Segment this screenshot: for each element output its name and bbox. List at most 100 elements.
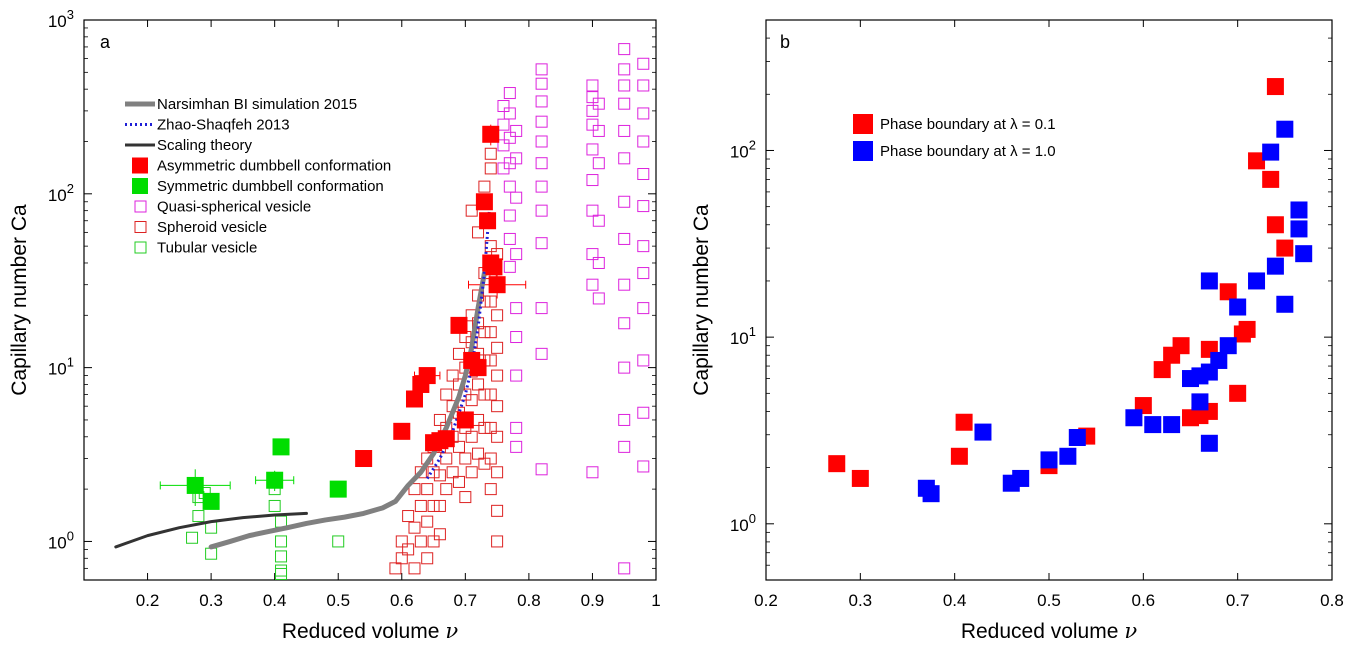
legend: Narsimhan BI simulation 2015 Zhao-Shaqfeh… xyxy=(125,96,391,257)
quasi-spherical-vesicle-point xyxy=(503,157,516,170)
y-tick-label: 101 xyxy=(730,324,756,348)
phase-boundary-at-0-1-point xyxy=(955,413,973,431)
spheroid-vesicle-point xyxy=(452,347,465,360)
asymmetric-dumbbell-conformation-point xyxy=(475,193,493,211)
phase-boundary-at-1-0-point xyxy=(1191,393,1209,411)
spheroid-vesicle-point xyxy=(433,499,446,512)
x-tick-label: 0.6 xyxy=(1132,591,1156,610)
quasi-spherical-vesicle-point xyxy=(535,180,548,193)
spheroid-vesicle-point xyxy=(414,499,427,512)
plot-frame xyxy=(83,19,657,581)
legend-label-scaling-theory: Scaling theory xyxy=(157,137,253,154)
spheroid-vesicle-point xyxy=(414,466,427,479)
quasi-spherical-vesicle-point xyxy=(510,248,523,261)
quasi-spherical-vesicle-point xyxy=(586,143,599,156)
spheroid-vesicle-point xyxy=(465,466,478,479)
asymmetric-dumbbell-conformation-point xyxy=(450,316,468,334)
spheroid-vesicle-point xyxy=(484,240,497,253)
y-tick-label: 100 xyxy=(730,511,756,535)
symmetric-dumbbell-conformation-point xyxy=(329,480,347,498)
spheroid-vesicle-point xyxy=(465,430,478,443)
spheroid-vesicle-point xyxy=(433,528,446,541)
asymmetric-dumbbell-conformation-point xyxy=(355,450,373,468)
spheroid-vesicle-point xyxy=(484,354,497,367)
phase-boundary-at-1-0-point xyxy=(1059,447,1077,465)
phase-boundary-at-1-0-point xyxy=(1012,469,1030,487)
quasi-spherical-vesicle-point xyxy=(586,248,599,261)
legend-swatch-spheroid-vesicle xyxy=(134,221,147,233)
quasi-spherical-vesicle-point xyxy=(535,63,548,76)
phase-boundary-at-1-0-point xyxy=(1229,298,1247,316)
quasi-spherical-vesicle-point xyxy=(637,354,650,367)
x-axis-label: Reduced volume ν xyxy=(961,619,1138,643)
quasi-spherical-vesicle-point xyxy=(592,256,605,269)
legend-label-phase-boundary-at-0-1: Phase boundary at λ = 0.1 xyxy=(880,116,1056,133)
phase-boundary-at-1-0-point xyxy=(1068,428,1086,446)
y-tick-exponent: 1 xyxy=(749,324,756,339)
quasi-spherical-vesicle-point xyxy=(535,347,548,360)
phase-boundary-at-1-0-point xyxy=(1219,337,1237,355)
legend-swatch-symmetric-dumbbell-conformation xyxy=(132,178,148,194)
quasi-spherical-vesicle-point xyxy=(637,240,650,253)
phase-boundary-at-0-1-point xyxy=(1266,78,1284,96)
tubular-vesicle-point xyxy=(275,515,288,528)
x-tick-label: 0.5 xyxy=(1037,591,1061,610)
asymmetric-dumbbell-conformation-point xyxy=(488,276,506,294)
x-axis-label-symbol: ν xyxy=(445,619,458,643)
quasi-spherical-vesicle-point xyxy=(586,466,599,479)
quasi-spherical-vesicle-point xyxy=(510,191,523,204)
spheroid-vesicle-point xyxy=(433,469,446,482)
quasi-spherical-vesicle-point xyxy=(510,152,523,165)
y-tick-exponent: 0 xyxy=(67,528,74,543)
phase-boundary-at-0-1-point xyxy=(1229,384,1247,402)
quasi-spherical-vesicle-point xyxy=(503,107,516,120)
spheroid-vesicle-point xyxy=(402,543,415,556)
y-tick-exponent: 2 xyxy=(749,137,756,152)
quasi-spherical-vesicle-point xyxy=(618,278,631,291)
spheroid-vesicle-point xyxy=(491,309,504,322)
quasi-spherical-vesicle-point xyxy=(637,302,650,315)
quasi-spherical-vesicle-point xyxy=(618,152,631,165)
asymmetric-dumbbell-conformation-point xyxy=(469,359,487,377)
quasi-spherical-vesicle-point xyxy=(618,361,631,374)
spheroid-vesicle-point xyxy=(427,535,440,548)
phase-boundary-at-0-1-point xyxy=(1266,216,1284,234)
quasi-spherical-vesicle-point xyxy=(586,79,599,92)
quasi-spherical-vesicle-point xyxy=(586,174,599,187)
quasi-spherical-vesicle-point xyxy=(510,421,523,434)
quasi-spherical-vesicle-point xyxy=(503,209,516,222)
quasi-spherical-vesicle-point xyxy=(618,232,631,245)
quasi-spherical-vesicle-point xyxy=(510,331,523,344)
spheroid-vesicle-point xyxy=(408,562,421,575)
plot-area xyxy=(828,78,1313,503)
phase-boundary-at-0-1-point xyxy=(950,447,968,465)
spheroid-vesicle-point xyxy=(472,378,485,391)
tubular-vesicle-point xyxy=(205,547,218,560)
phase-boundary-at-1-0-point xyxy=(1276,295,1294,313)
y-tick-base: 10 xyxy=(730,142,749,161)
quasi-spherical-vesicle-point xyxy=(637,107,650,120)
spheroid-vesicle-point xyxy=(478,388,491,401)
phase-boundary-at-0-1-point xyxy=(1219,283,1237,301)
tubular-vesicle-point xyxy=(275,550,288,563)
asymmetric-dumbbell-conformation-point xyxy=(485,258,503,276)
phase-boundary-at-0-1-point xyxy=(851,469,869,487)
spheroid-vesicle-point xyxy=(389,562,402,575)
spheroid-vesicle-point xyxy=(484,326,497,339)
quasi-spherical-vesicle-point xyxy=(586,118,599,131)
spheroid-vesicle-point xyxy=(408,521,421,534)
quasi-spherical-vesicle-point xyxy=(592,214,605,227)
quasi-spherical-vesicle-point xyxy=(637,267,650,280)
phase-boundary-at-1-0-point xyxy=(1125,409,1143,427)
quasi-spherical-vesicle-point xyxy=(503,131,516,144)
spheroid-vesicle-point xyxy=(484,483,497,496)
legend-label-symmetric-dumbbell-conformation: Symmetric dumbbell conformation xyxy=(157,178,384,195)
x-tick-label: 0.7 xyxy=(1226,591,1250,610)
tubular-vesicle-point xyxy=(186,531,199,544)
quasi-spherical-vesicle-point xyxy=(503,232,516,245)
quasi-spherical-vesicle-point xyxy=(618,79,631,92)
x-axis-label-text: Reduced volume xyxy=(961,620,1119,643)
quasi-spherical-vesicle-point xyxy=(497,139,510,152)
quasi-spherical-vesicle-point xyxy=(503,180,516,193)
